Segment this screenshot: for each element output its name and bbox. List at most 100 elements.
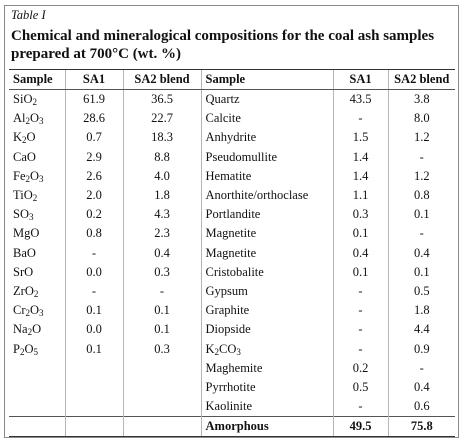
chemical-sa1-cell: -	[64, 281, 123, 302]
chemical-sa2-cell: 0.3	[122, 262, 201, 282]
mineral-sa1-cell: 0.1	[332, 224, 388, 244]
chemical-sa1-cell: 0.1	[64, 339, 123, 359]
table-row: Pyrrhotite 0.5 0.4	[9, 377, 455, 397]
mineral-sa2-cell: 0.6	[387, 397, 455, 417]
mineral-sa1-cell: -	[332, 281, 388, 302]
chemical-name-cell: K2O	[13, 130, 36, 146]
table-title: Chemical and mineralogical compositions …	[11, 28, 435, 62]
table-row: Al2O3 28.6 22.7 Calcite -8.0	[9, 109, 455, 129]
chemical-sa2-cell: 4.0	[122, 166, 201, 186]
empty-cell	[64, 416, 123, 438]
header-sa1-chemical: SA1	[64, 69, 123, 90]
mineral-sa1-cell: 1.4	[332, 147, 388, 167]
chemical-sa1-cell: 2.0	[64, 185, 123, 206]
chemical-sa1-cell: 2.9	[64, 147, 123, 167]
chemical-sa2-cell	[122, 397, 201, 417]
mineral-sa1-cell: 0.4	[332, 243, 388, 263]
mineral-name-cell: Pseudomullite	[200, 147, 333, 167]
mineral-name-cell: Pyrrhotite	[200, 377, 333, 397]
chemical-sa2-cell: 22.7	[122, 109, 201, 129]
mineral-name-cell: Portlandite	[200, 205, 333, 225]
chemical-sa1-cell: 0.0	[64, 320, 123, 340]
mineral-sa2-cell: 0.4	[387, 377, 455, 397]
chemical-name-cell: ZrO2	[13, 283, 39, 299]
mineral-sa2-cell: -	[387, 147, 455, 167]
header-sa2-chemical: SA2 blend	[122, 69, 201, 90]
chemical-sa2-cell: 1.8	[122, 185, 201, 206]
header-sample-mineral: Sample	[200, 69, 333, 90]
chemical-sa2-cell: 8.8	[122, 147, 201, 167]
mineral-sa1-cell: -	[332, 301, 388, 321]
chemical-name-cell: SrO	[13, 264, 34, 279]
empty-cell	[9, 416, 65, 438]
chemical-name-cell: Cr2O3	[13, 303, 44, 319]
table-row: SO3 0.2 4.3 Portlandite 0.3 0.1	[9, 205, 455, 225]
table-row: TiO2 2.0 1.8 Anorthite/orthoclase 1.1 0.8	[9, 185, 455, 206]
table-row: SiO2 61.9 36.5 Quartz 43.5 3.8	[9, 89, 455, 110]
chemical-sa1-cell: 0.8	[64, 224, 123, 244]
mineral-sa2-cell: 4.4	[387, 320, 455, 340]
mineral-sa2-cell: 0.5	[387, 281, 455, 302]
chemical-sa2-cell: 0.1	[122, 320, 201, 340]
mineral-sa1-cell: -	[332, 339, 388, 359]
chemical-name-cell: SO3	[13, 207, 34, 223]
mineral-name-cell: Anorthite/orthoclase	[200, 185, 333, 206]
table-row: Fe2O3 2.6 4.0 Hematite 1.4 1.2	[9, 166, 455, 186]
mineral-sa2-cell: 3.8	[387, 89, 455, 110]
mineral-sa1-cell: 1.4	[332, 166, 388, 186]
table-row: Na2O 0.0 0.1 Diopside -4.4	[9, 320, 455, 340]
empty-cell	[122, 416, 201, 438]
mineral-sa1-cell: 0.3	[332, 205, 388, 225]
mineral-sa2-cell: 8.0	[387, 109, 455, 129]
chemical-sa2-cell: 36.5	[122, 89, 201, 110]
chemical-name-cell: Al2O3	[13, 111, 44, 127]
mineral-name-cell: Magnetite	[200, 243, 333, 263]
chemical-name-cell	[9, 359, 65, 378]
amorphous-sa2: 75.8	[387, 416, 455, 438]
table-row: BaO -0.4 Magnetite 0.4 0.4	[9, 243, 455, 263]
mineral-name-cell: Quartz	[200, 89, 333, 110]
chemical-sa1-cell: 0.7	[64, 128, 123, 148]
table-row: SrO 0.0 0.3 Cristobalite 0.1 0.1	[9, 262, 455, 282]
mineral-sa2-cell: 0.1	[387, 262, 455, 282]
chemical-sa1-cell: 0.1	[64, 301, 123, 321]
mineral-name-cell: Cristobalite	[200, 262, 333, 282]
table-row: Maghemite 0.2-	[9, 358, 455, 378]
header-sa1-mineral: SA1	[332, 69, 388, 90]
table-frame	[4, 5, 459, 438]
chemical-sa2-cell: 4.3	[122, 205, 201, 225]
mineral-name-cell: Gypsum	[200, 281, 333, 302]
mineral-sa2-cell: 0.4	[387, 243, 455, 263]
mineral-sa1-cell: -	[332, 320, 388, 340]
chemical-sa2-cell: 0.4	[122, 243, 201, 263]
chemical-sa2-cell: 2.3	[122, 224, 201, 244]
chemical-name-cell: BaO	[13, 245, 36, 260]
table-row: MgO 0.8 2.3 Magnetite 0.1-	[9, 224, 455, 244]
table-row: ZrO2- - Gypsum -0.5	[9, 281, 455, 302]
chemical-name-cell: CaO	[13, 149, 36, 164]
amorphous-row: Amorphous 49.5 75.8	[9, 416, 455, 438]
amorphous-sa1: 49.5	[332, 416, 388, 438]
mineral-name-cell: Calcite	[200, 109, 333, 129]
table-row: CaO 2.9 8.8 Pseudomullite 1.4-	[9, 147, 455, 167]
chemical-sa2-cell: 0.3	[122, 339, 201, 359]
chemical-name-cell: P2O5	[13, 341, 38, 357]
chemical-name-cell: Fe2O3	[13, 168, 44, 184]
mineral-name-cell: Maghemite	[200, 358, 333, 378]
table-caption: Table I	[11, 8, 46, 22]
table-row: Kaolinite -0.6	[9, 397, 455, 417]
chemical-name-cell: MgO	[13, 226, 40, 241]
chemical-sa2-cell: 18.3	[122, 128, 201, 148]
mineral-sa2-cell: 1.8	[387, 301, 455, 321]
mineral-sa2-cell: 0.1	[387, 205, 455, 225]
amorphous-label: Amorphous	[200, 416, 333, 438]
chemical-sa1-cell: 0.2	[64, 205, 123, 225]
chemical-sa2-cell: 0.1	[122, 301, 201, 321]
mineral-sa2-cell: -	[387, 224, 455, 244]
header-sa2-mineral: SA2 blend	[387, 69, 455, 90]
table-row: P2O5 0.1 0.3 K2CO3-0.9	[9, 339, 455, 359]
chemical-name-cell: SiO2	[13, 92, 37, 108]
mineral-sa1-cell: 0.5	[332, 377, 388, 397]
mineral-sa1-cell: 0.1	[332, 262, 388, 282]
mineral-sa2-cell: 0.8	[387, 185, 455, 206]
